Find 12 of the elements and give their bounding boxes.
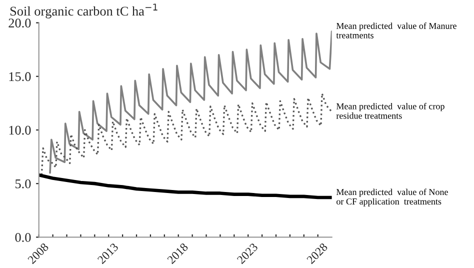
y-tick-label: 15.0	[9, 72, 31, 82]
series-label: Mean predicted value of Manure treatments	[336, 22, 456, 38]
y-tick-label: 10.0	[9, 126, 31, 135]
line-series	[38, 173, 332, 200]
series-label: Mean predicted value of None or CF application treatments	[336, 188, 448, 206]
series-label: Mean predicted value of crop residue treatments	[336, 102, 444, 119]
y-axis-title: Soil organic carbon tC ha$^{−1}$	[10, 4, 158, 18]
y-tick-label: 20.0	[8, 18, 31, 28]
line-series	[49, 30, 332, 174]
line-series	[40, 92, 332, 176]
y-tick-label: 0.0	[15, 232, 31, 242]
y-tick-label: 5.0	[16, 179, 31, 188]
